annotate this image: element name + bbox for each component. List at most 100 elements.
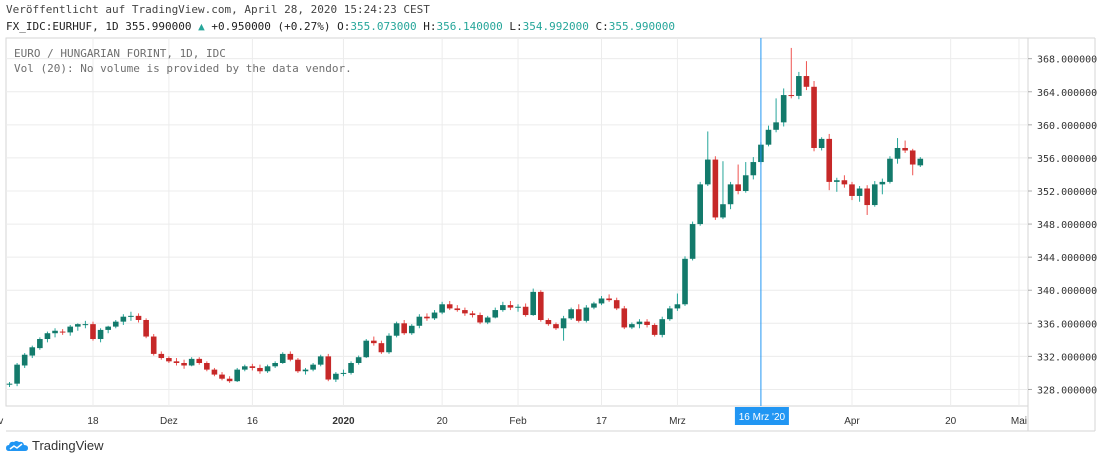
candle-body	[158, 353, 165, 359]
candle-body	[796, 76, 802, 96]
candle-body	[219, 374, 225, 379]
candle-up	[636, 319, 643, 329]
candle-down	[477, 312, 483, 325]
candle-body	[917, 158, 924, 166]
candle-body	[97, 329, 104, 340]
candle-body	[408, 325, 415, 334]
candle-up	[82, 320, 89, 329]
candle-up	[241, 364, 248, 372]
candle-body	[82, 324, 89, 326]
candle-body	[204, 362, 210, 370]
candle-body	[773, 122, 779, 130]
candle-up	[279, 352, 286, 364]
candle-up	[773, 98, 779, 133]
candle-body	[629, 324, 635, 328]
candle-body	[188, 358, 195, 366]
candle-body	[515, 306, 521, 308]
candle-body	[492, 310, 499, 318]
candle-down	[788, 47, 795, 99]
candle-up	[348, 361, 354, 375]
candle-body	[211, 369, 218, 375]
candle-body	[264, 366, 271, 372]
crosshair: 16 Mrz '20	[734, 38, 789, 425]
candle-down	[196, 357, 203, 365]
y-tick-label: 352.000000	[1037, 187, 1097, 198]
candle-up	[674, 293, 681, 311]
y-tick-label: 340.000000	[1037, 286, 1097, 297]
candle-body	[150, 336, 157, 354]
tradingview-logo[interactable]: TradingView	[6, 438, 104, 453]
candle-body	[431, 312, 438, 319]
candle-up	[52, 328, 58, 338]
candle-body	[135, 315, 142, 320]
symbol-ohlc-line: FX_IDC:EURHUF, 1D 355.990000 ▲ +0.950000…	[6, 20, 675, 33]
candle-up	[105, 325, 111, 334]
candle-up	[515, 304, 521, 312]
published-line: Veröffentlicht auf TradingView.com, Apri…	[6, 3, 430, 16]
candle-body	[780, 95, 787, 123]
candle-up	[917, 157, 924, 168]
candle-down	[59, 329, 66, 335]
x-tick-label: 17	[596, 416, 608, 427]
candle-up	[75, 323, 81, 331]
candle-up	[704, 131, 711, 187]
open-value: 355.073000	[350, 20, 417, 33]
candle-body	[568, 309, 574, 319]
candle-down	[219, 372, 225, 381]
candle-up	[818, 137, 825, 151]
y-tick-label: 336.000000	[1037, 319, 1097, 330]
price-change: +0.950000 (+0.27%)	[211, 20, 331, 33]
candle-body	[803, 76, 810, 87]
candle-down	[204, 361, 210, 372]
candle-up	[112, 319, 119, 329]
candle-body	[279, 353, 286, 363]
candle-up	[765, 125, 772, 147]
low-value: 354.992000	[522, 20, 589, 33]
candle-body	[583, 307, 590, 321]
close-value: 355.990000	[608, 20, 675, 33]
high-label: H:	[423, 20, 437, 33]
x-tick-label: 20	[945, 416, 957, 427]
candle-body	[704, 159, 711, 185]
candle-up	[780, 88, 787, 127]
x-tick-label: Nov	[0, 416, 3, 427]
candle-body	[378, 343, 385, 353]
plot-frame	[5, 37, 1029, 407]
candle-up	[67, 324, 74, 336]
candle-down	[325, 353, 332, 382]
candle-body	[112, 321, 119, 327]
candle-body	[742, 175, 749, 191]
candle-body	[598, 298, 605, 304]
candle-down	[849, 181, 855, 201]
candle-body	[325, 356, 332, 380]
candle-down	[735, 164, 741, 195]
candle-body	[67, 326, 74, 333]
candle-body	[181, 362, 187, 366]
candle-down	[644, 319, 650, 328]
x-tick-label: 18	[87, 416, 99, 427]
candle-down	[553, 322, 559, 330]
candle-body	[507, 305, 514, 308]
candle-down	[538, 290, 544, 322]
y-tick-label: 328.000000	[1037, 385, 1097, 396]
candle-down	[909, 148, 916, 176]
candle-body	[75, 324, 81, 327]
candle-down	[469, 310, 476, 318]
candle-body	[226, 378, 233, 382]
candle-body	[727, 184, 734, 205]
candle-down	[401, 319, 407, 335]
candle-body	[348, 362, 354, 373]
y-tick-label: 356.000000	[1037, 154, 1097, 165]
candle-up	[44, 331, 51, 343]
candle-up	[393, 321, 400, 338]
candle-body	[52, 330, 58, 334]
candle-body	[667, 308, 673, 320]
candle-up	[21, 353, 28, 368]
crosshair-label-box	[734, 407, 789, 425]
candle-body	[302, 369, 309, 372]
candle-body	[272, 362, 278, 367]
candle-down	[803, 61, 810, 91]
candle-up	[386, 333, 392, 354]
candle-body	[871, 184, 878, 206]
